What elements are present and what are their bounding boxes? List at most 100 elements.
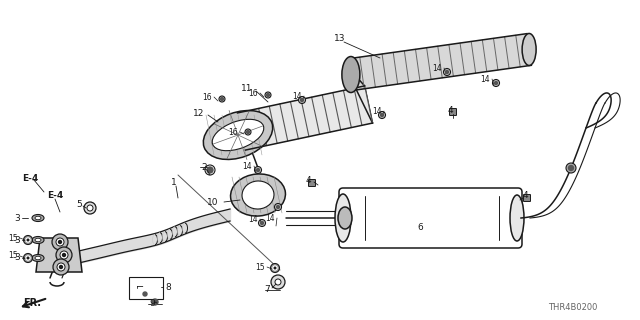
Text: 15: 15 bbox=[8, 252, 18, 260]
Circle shape bbox=[57, 263, 65, 271]
FancyBboxPatch shape bbox=[524, 195, 531, 202]
Polygon shape bbox=[349, 57, 364, 90]
Circle shape bbox=[495, 82, 497, 84]
Polygon shape bbox=[259, 106, 277, 146]
Circle shape bbox=[84, 202, 96, 214]
Polygon shape bbox=[382, 52, 397, 86]
Circle shape bbox=[271, 263, 280, 273]
Ellipse shape bbox=[335, 194, 351, 242]
Circle shape bbox=[298, 97, 305, 103]
Circle shape bbox=[260, 221, 264, 225]
Polygon shape bbox=[460, 42, 476, 75]
Circle shape bbox=[265, 92, 271, 98]
Text: 2: 2 bbox=[201, 163, 207, 172]
Text: 15: 15 bbox=[255, 262, 265, 271]
Polygon shape bbox=[301, 97, 319, 137]
Text: E-4: E-4 bbox=[22, 173, 38, 182]
Circle shape bbox=[381, 114, 383, 116]
Circle shape bbox=[566, 163, 576, 173]
Ellipse shape bbox=[32, 214, 44, 221]
Circle shape bbox=[271, 275, 285, 289]
Text: 6: 6 bbox=[417, 222, 423, 231]
Polygon shape bbox=[371, 54, 387, 87]
Polygon shape bbox=[493, 37, 509, 70]
Polygon shape bbox=[344, 88, 362, 128]
Circle shape bbox=[56, 238, 64, 246]
Circle shape bbox=[87, 205, 93, 211]
Polygon shape bbox=[269, 104, 288, 143]
Ellipse shape bbox=[242, 181, 274, 209]
Text: 11: 11 bbox=[241, 84, 252, 92]
Polygon shape bbox=[504, 35, 520, 68]
Ellipse shape bbox=[212, 119, 264, 151]
Polygon shape bbox=[312, 95, 330, 134]
Ellipse shape bbox=[522, 34, 536, 66]
Text: 5: 5 bbox=[76, 199, 82, 209]
Polygon shape bbox=[393, 51, 409, 84]
Polygon shape bbox=[248, 108, 267, 148]
Ellipse shape bbox=[230, 174, 285, 216]
Text: 14: 14 bbox=[433, 63, 442, 73]
Text: 8: 8 bbox=[165, 283, 171, 292]
Circle shape bbox=[259, 220, 266, 227]
Circle shape bbox=[246, 131, 250, 133]
Text: 4: 4 bbox=[522, 190, 528, 199]
Polygon shape bbox=[438, 44, 453, 78]
Text: 1: 1 bbox=[171, 178, 177, 187]
Text: 7: 7 bbox=[264, 285, 270, 294]
Text: 14: 14 bbox=[266, 213, 275, 222]
Text: 14: 14 bbox=[481, 75, 490, 84]
Circle shape bbox=[53, 259, 69, 275]
Circle shape bbox=[52, 234, 68, 250]
Text: 14: 14 bbox=[292, 92, 302, 100]
Circle shape bbox=[275, 279, 281, 285]
Polygon shape bbox=[291, 100, 309, 139]
Polygon shape bbox=[516, 34, 531, 67]
Text: 9: 9 bbox=[149, 300, 155, 308]
Ellipse shape bbox=[35, 238, 41, 242]
Circle shape bbox=[28, 239, 29, 241]
Circle shape bbox=[255, 166, 262, 173]
Text: 16: 16 bbox=[228, 127, 238, 137]
Text: 14: 14 bbox=[372, 107, 382, 116]
Circle shape bbox=[445, 70, 449, 74]
Text: 4: 4 bbox=[447, 106, 453, 115]
Circle shape bbox=[444, 68, 451, 76]
FancyBboxPatch shape bbox=[308, 180, 316, 187]
Ellipse shape bbox=[204, 110, 273, 159]
Polygon shape bbox=[280, 102, 298, 141]
Text: ⌐: ⌐ bbox=[136, 281, 144, 291]
Ellipse shape bbox=[35, 216, 41, 220]
Text: 14: 14 bbox=[243, 162, 252, 171]
Text: 14: 14 bbox=[248, 214, 258, 223]
Circle shape bbox=[273, 266, 277, 270]
Circle shape bbox=[63, 253, 65, 257]
Circle shape bbox=[56, 247, 72, 263]
Circle shape bbox=[274, 267, 276, 269]
Polygon shape bbox=[415, 48, 431, 81]
Circle shape bbox=[152, 299, 158, 305]
Polygon shape bbox=[483, 38, 498, 72]
Circle shape bbox=[60, 251, 68, 259]
Polygon shape bbox=[449, 43, 465, 76]
Ellipse shape bbox=[35, 256, 41, 260]
Polygon shape bbox=[333, 91, 351, 130]
Polygon shape bbox=[354, 86, 372, 125]
Circle shape bbox=[60, 266, 63, 268]
Circle shape bbox=[207, 167, 213, 173]
Circle shape bbox=[301, 99, 303, 101]
Polygon shape bbox=[237, 111, 256, 150]
Ellipse shape bbox=[342, 57, 360, 92]
Ellipse shape bbox=[32, 236, 44, 244]
Circle shape bbox=[28, 257, 29, 259]
Text: 3: 3 bbox=[14, 213, 20, 222]
Text: 16: 16 bbox=[248, 89, 258, 98]
Text: 3: 3 bbox=[14, 253, 20, 262]
Circle shape bbox=[26, 238, 30, 242]
Ellipse shape bbox=[510, 195, 524, 241]
Text: 10: 10 bbox=[207, 197, 218, 206]
Polygon shape bbox=[471, 40, 487, 73]
FancyBboxPatch shape bbox=[449, 108, 456, 116]
Circle shape bbox=[275, 204, 282, 211]
Circle shape bbox=[378, 111, 385, 118]
